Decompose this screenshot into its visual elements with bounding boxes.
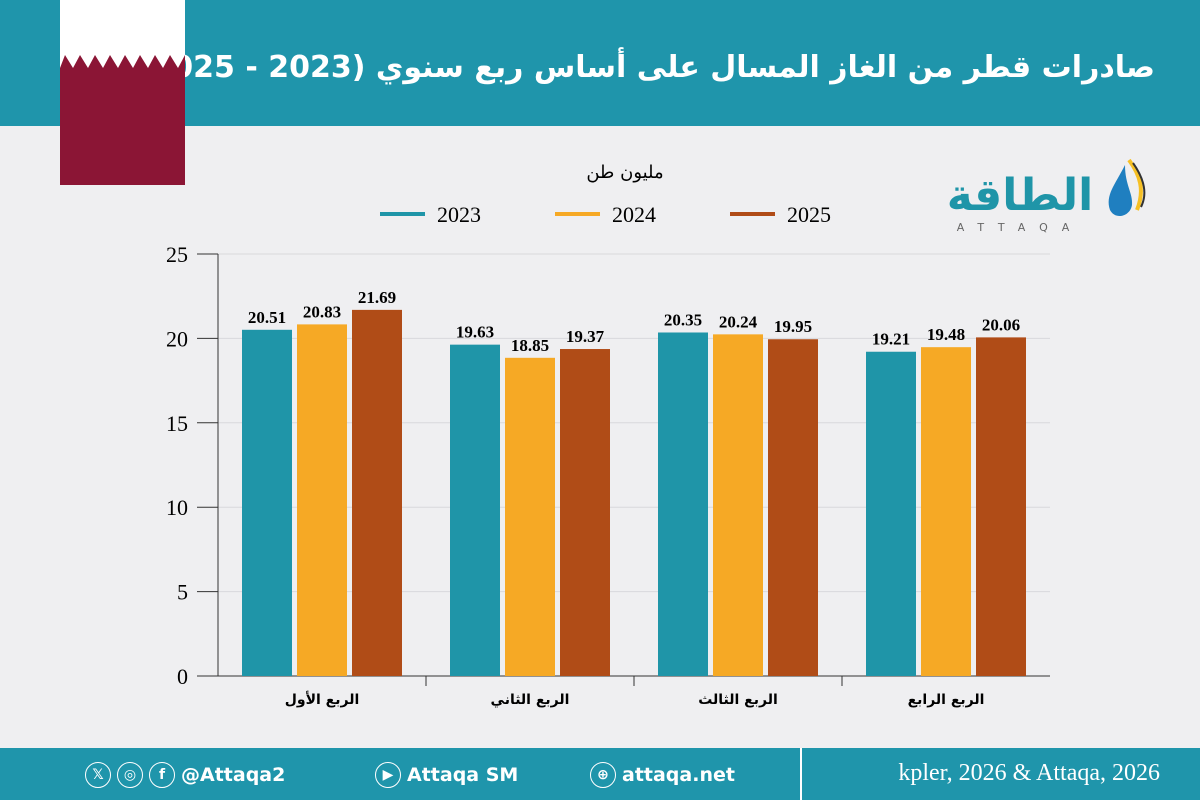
bar-2024-q1: [297, 324, 347, 676]
bar-2023-q3: [658, 332, 708, 676]
data-label: 19.95: [774, 317, 812, 336]
data-label: 19.37: [566, 327, 605, 346]
x-tick-label: الربع الأول: [285, 691, 360, 708]
instagram-icon[interactable]: ◎: [117, 762, 143, 788]
y-tick-label: 0: [177, 664, 188, 689]
x-twitter-icon[interactable]: 𝕏: [85, 762, 111, 788]
y-tick-label: 25: [166, 242, 188, 267]
data-label: 19.48: [927, 325, 965, 344]
legend-label-2023: 2023: [437, 202, 481, 227]
y-tick-label: 20: [166, 326, 188, 351]
footer-divider: [800, 748, 802, 800]
data-label: 19.21: [872, 330, 910, 349]
social-handle[interactable]: @Attaqa2: [181, 764, 286, 786]
bar-2023-q2: [450, 344, 500, 676]
data-label: 18.85: [511, 336, 549, 355]
data-label: 21.69: [358, 288, 396, 307]
bar-2025-q2: [560, 349, 610, 676]
data-label: 20.51: [248, 308, 286, 327]
x-tick-label: الربع الثاني: [491, 692, 570, 708]
data-label: 20.24: [719, 312, 758, 331]
y-unit-label: مليون طن: [586, 162, 663, 183]
bar-2024-q4: [921, 347, 971, 676]
bar-2023-q1: [242, 329, 292, 676]
header-band: صادرات قطر من الغاز المسال على أساس ربع …: [0, 0, 1200, 126]
x-tick-label: الربع الثالث: [698, 692, 778, 708]
bar-2024-q3: [713, 334, 763, 676]
x-tick-label: الربع الرابع: [908, 692, 985, 708]
data-label: 20.83: [303, 302, 341, 321]
bar-2025-q3: [768, 339, 818, 676]
y-tick-label: 15: [166, 411, 188, 436]
legend-label-2024: 2024: [612, 202, 656, 227]
bar-2023-q4: [866, 351, 916, 676]
footer: 𝕏 ◎ f @Attaqa2 ▶ Attaqa SM ⊕ attaqa.net …: [0, 748, 1200, 800]
source-text: kpler, 2026 & Attaqa, 2026: [898, 760, 1160, 786]
svg-text:الطاقة: الطاقة: [947, 170, 1093, 221]
bar-2025-q1: [352, 309, 402, 676]
legend-label-2025: 2025: [787, 202, 831, 227]
facebook-icon[interactable]: f: [149, 762, 175, 788]
legend: 2023 2024 2025: [380, 202, 831, 227]
website-link[interactable]: attaqa.net: [622, 764, 735, 786]
youtube-channel[interactable]: Attaqa SM: [407, 764, 519, 786]
data-label: 20.35: [664, 310, 702, 329]
youtube-icon[interactable]: ▶: [375, 762, 401, 788]
svg-text:ATTAQA: ATTAQA: [957, 221, 1084, 234]
y-tick-label: 5: [177, 580, 188, 605]
bar-2024-q2: [505, 357, 555, 676]
bar-2025-q4: [976, 337, 1026, 676]
y-tick-label: 10: [166, 495, 188, 520]
data-label: 20.06: [982, 315, 1020, 334]
attaqa-logo: الطاقة ATTAQA: [925, 155, 1155, 235]
globe-icon[interactable]: ⊕: [590, 762, 616, 788]
qatar-flag: [60, 0, 185, 185]
data-label: 19.63: [456, 323, 494, 342]
